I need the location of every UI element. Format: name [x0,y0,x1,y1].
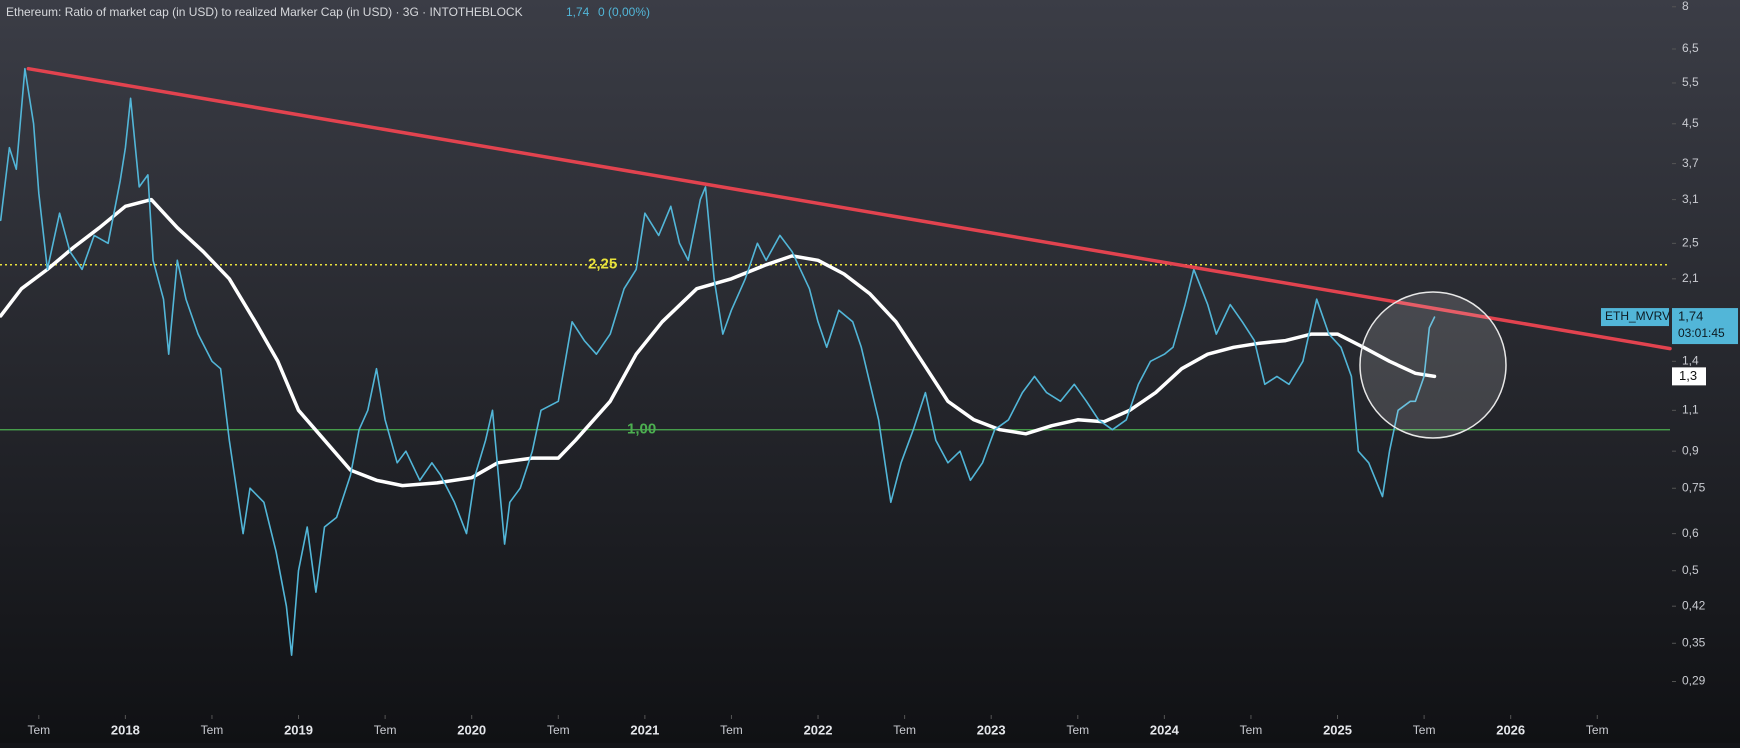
y-tick-label: 6,5 [1682,41,1699,55]
change: 0 (0,00%) [598,5,650,19]
x-tick-label: Tem [1586,723,1609,737]
reference-label: 1,00 [627,421,656,438]
x-tick-label: Tem [374,723,397,737]
y-tick-label: 5,5 [1682,75,1699,89]
y-tick-label: 0,75 [1682,480,1706,494]
y-tick-label: 0,29 [1682,674,1706,688]
y-tick-label: 0,6 [1682,526,1699,540]
price-tag-bg [1672,367,1706,386]
y-tick-label: 0,5 [1682,563,1699,577]
y-tick-label: 4,5 [1682,116,1699,130]
y-tick-label: 1,4 [1682,353,1699,367]
x-tick-label: 2019 [284,722,313,737]
x-tick-label: Tem [547,723,570,737]
price-tag-value: 1,74 [1678,309,1703,324]
x-tick-label: Tem [720,723,743,737]
last-value: 1,74 [566,5,590,19]
price-tag-value: 1,3 [1679,368,1697,383]
reference-label: 2,25 [588,256,617,273]
y-tick-label: 8 [1682,0,1689,13]
y-tick-label: 2,5 [1682,236,1699,250]
y-tick-label: 3,1 [1682,192,1699,206]
x-tick-label: 2020 [457,722,486,737]
chart-title: Ethereum: Ratio of market cap (in USD) t… [6,5,523,19]
y-tick-label: 0,9 [1682,443,1699,457]
x-tick-label: Tem [27,723,50,737]
x-tick-label: 2025 [1323,722,1352,737]
x-tick-label: 2024 [1150,722,1180,737]
x-tick-label: Tem [893,723,916,737]
x-tick-label: Tem [201,723,224,737]
series-line [0,197,1437,488]
price-tag-countdown: 03:01:45 [1678,326,1725,340]
x-tick-label: 2026 [1496,722,1525,737]
x-tick-label: Tem [1066,723,1089,737]
price-tag-name: ETH_MVRV [1605,309,1670,323]
series-line [0,67,1436,656]
x-tick-label: 2022 [804,722,833,737]
x-tick-label: 2018 [111,722,140,737]
y-tick-label: 3,7 [1682,156,1699,170]
highlight-circle [1359,291,1507,439]
x-tick-label: Tem [1413,723,1436,737]
y-tick-label: 0,42 [1682,598,1706,612]
x-tick-label: Tem [1240,723,1263,737]
y-tick-label: 2,1 [1682,271,1699,285]
price-tag-bg [1672,308,1738,345]
price-tag-name-bg [1601,308,1669,327]
x-tick-label: 2023 [977,722,1006,737]
y-tick-label: 0,35 [1682,635,1706,649]
y-tick-label: 1,1 [1682,403,1699,417]
x-tick-label: 2021 [630,722,659,737]
